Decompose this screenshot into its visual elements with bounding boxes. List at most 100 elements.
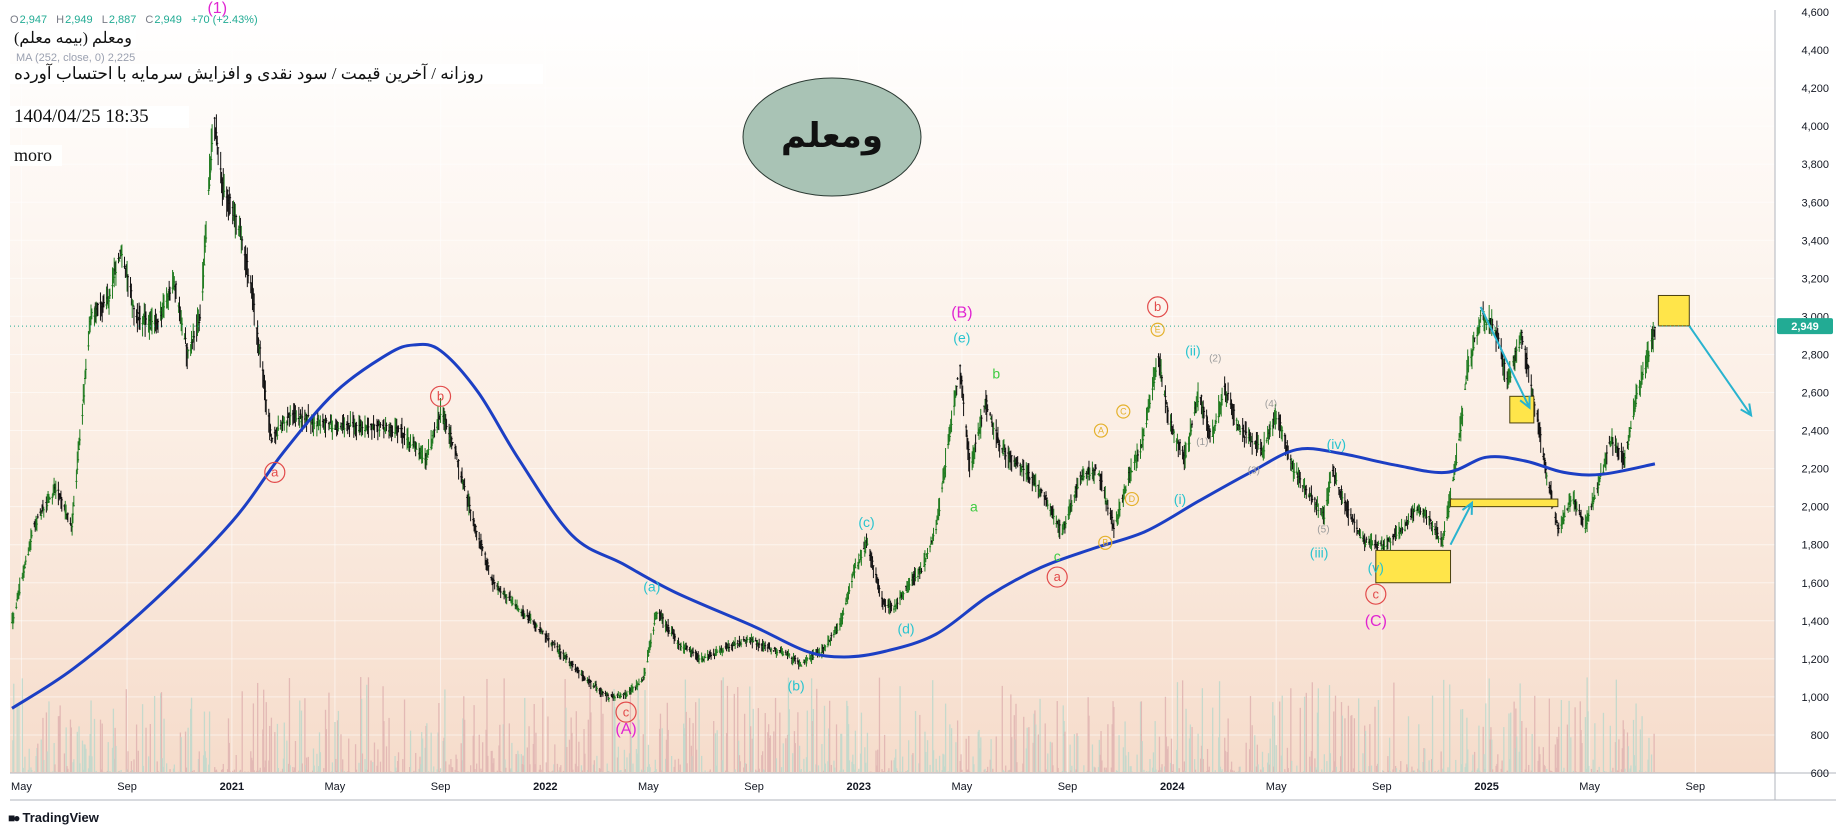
volume-bar (36, 747, 38, 772)
volume-bar (919, 714, 921, 772)
volume-bar (883, 734, 886, 772)
volume-bar (690, 745, 693, 772)
volume-bar (899, 686, 901, 772)
volume-bar (118, 770, 121, 772)
ma-indicator-legend[interactable]: MA (252, close, 0) 2,225 (16, 52, 136, 64)
volume-bar (565, 707, 567, 772)
volume-bar (589, 684, 591, 772)
volume-bar (438, 703, 440, 772)
volume-bar (478, 734, 480, 772)
volume-bar (1091, 744, 1094, 772)
projection-arrow-head (1740, 403, 1753, 418)
volume-bar (79, 763, 81, 772)
volume-bar (1267, 753, 1270, 772)
volume-bar (584, 753, 586, 772)
title-ellipse-shape (742, 77, 922, 197)
volume-bar (1065, 771, 1067, 772)
volume-bar (835, 724, 838, 772)
volume-bar (1257, 764, 1259, 772)
volume-bar (18, 703, 20, 772)
volume-bar (1105, 767, 1107, 772)
volume-bar (758, 768, 760, 772)
volume-bar (1425, 771, 1428, 772)
volume-bar (1176, 682, 1179, 772)
volume-bar (419, 756, 421, 772)
volume-bar (1509, 759, 1511, 772)
volume-bar (502, 724, 504, 772)
volume-bar (1627, 746, 1630, 772)
wave-label-circle (264, 461, 286, 484)
volume-bar (815, 764, 817, 772)
wave-label-text: b (1154, 299, 1161, 314)
volume-bar (1554, 744, 1557, 772)
volume-bar (977, 731, 979, 772)
volume-bar (1534, 695, 1536, 772)
volume-bar (27, 769, 30, 772)
volume-bar (305, 757, 308, 772)
volume-bar (1250, 770, 1252, 772)
wave-label: C (1116, 404, 1131, 419)
volume-bar (1207, 770, 1210, 772)
volume-bar (1314, 758, 1316, 772)
volume-bar (822, 770, 825, 772)
volume-bar (614, 707, 616, 772)
volume-bar (112, 708, 115, 772)
time-tick-label: 2024 (1160, 781, 1185, 793)
time-axis[interactable]: May Sep 2021 May Sep 2022 May Sep 2023 May Sep 2024… (11, 781, 1705, 793)
volume-bar (762, 751, 764, 772)
volume-bar (461, 760, 463, 772)
price-axis[interactable]: 4,600 4,400 4,200 4,000 3,800 3,600 3,400 3,200… (1801, 7, 1829, 780)
volume-bar (1022, 763, 1024, 772)
volume-bar (1141, 741, 1143, 772)
volume-bar (1620, 769, 1623, 772)
volume-bar (661, 728, 663, 772)
wave-label-text: (i) (1174, 491, 1186, 507)
volume-bar (972, 756, 974, 772)
volume-bar (504, 759, 506, 772)
volume-bar (960, 754, 962, 772)
volume-bar (476, 763, 478, 772)
volume-bar (197, 758, 200, 772)
volume-bar (734, 769, 736, 772)
volume-bar (269, 725, 271, 772)
volume-bar (1584, 717, 1587, 772)
volume-bar (1287, 768, 1289, 772)
volume-bar (241, 691, 243, 772)
volume-bar (600, 694, 602, 772)
volume-bar (1089, 771, 1091, 772)
volume-bar (1497, 754, 1499, 772)
volume-bar (396, 771, 398, 772)
volume-bar (316, 753, 318, 772)
volume-bar (1634, 765, 1636, 772)
volume-bar (1593, 771, 1595, 772)
tradingview-logo[interactable]: ■● TradingView (8, 810, 99, 825)
volume-bar (1194, 769, 1197, 772)
volume-bar (1602, 712, 1605, 772)
volume-bar (1489, 739, 1491, 772)
volume-bar (1009, 769, 1011, 772)
volume-bar (1579, 701, 1581, 772)
volume-bar (959, 760, 961, 772)
volume-bar (487, 755, 489, 772)
volume-bar (1230, 769, 1232, 772)
symbol-title[interactable]: ومعلم (بیمه معلم) (10, 28, 136, 48)
wave-label-text: (1) (207, 0, 227, 17)
volume-bar (12, 740, 14, 772)
wave-label-text: (d) (897, 620, 914, 636)
volume-bar (911, 754, 913, 772)
volume-bar (1485, 703, 1487, 772)
volume-bar (379, 761, 382, 772)
volume-bar (560, 765, 562, 772)
volume-bar (978, 729, 980, 772)
volume-bar (40, 739, 42, 772)
volume-bar (1200, 745, 1203, 772)
wave-label: (5) (1317, 525, 1329, 536)
volume-bar (397, 752, 400, 772)
volume-bar (388, 717, 390, 772)
volume-bar (698, 698, 700, 772)
volume-bar (337, 710, 340, 772)
volume-bar (415, 771, 418, 772)
volume-bar (1473, 751, 1476, 772)
volume-bar (926, 740, 929, 772)
